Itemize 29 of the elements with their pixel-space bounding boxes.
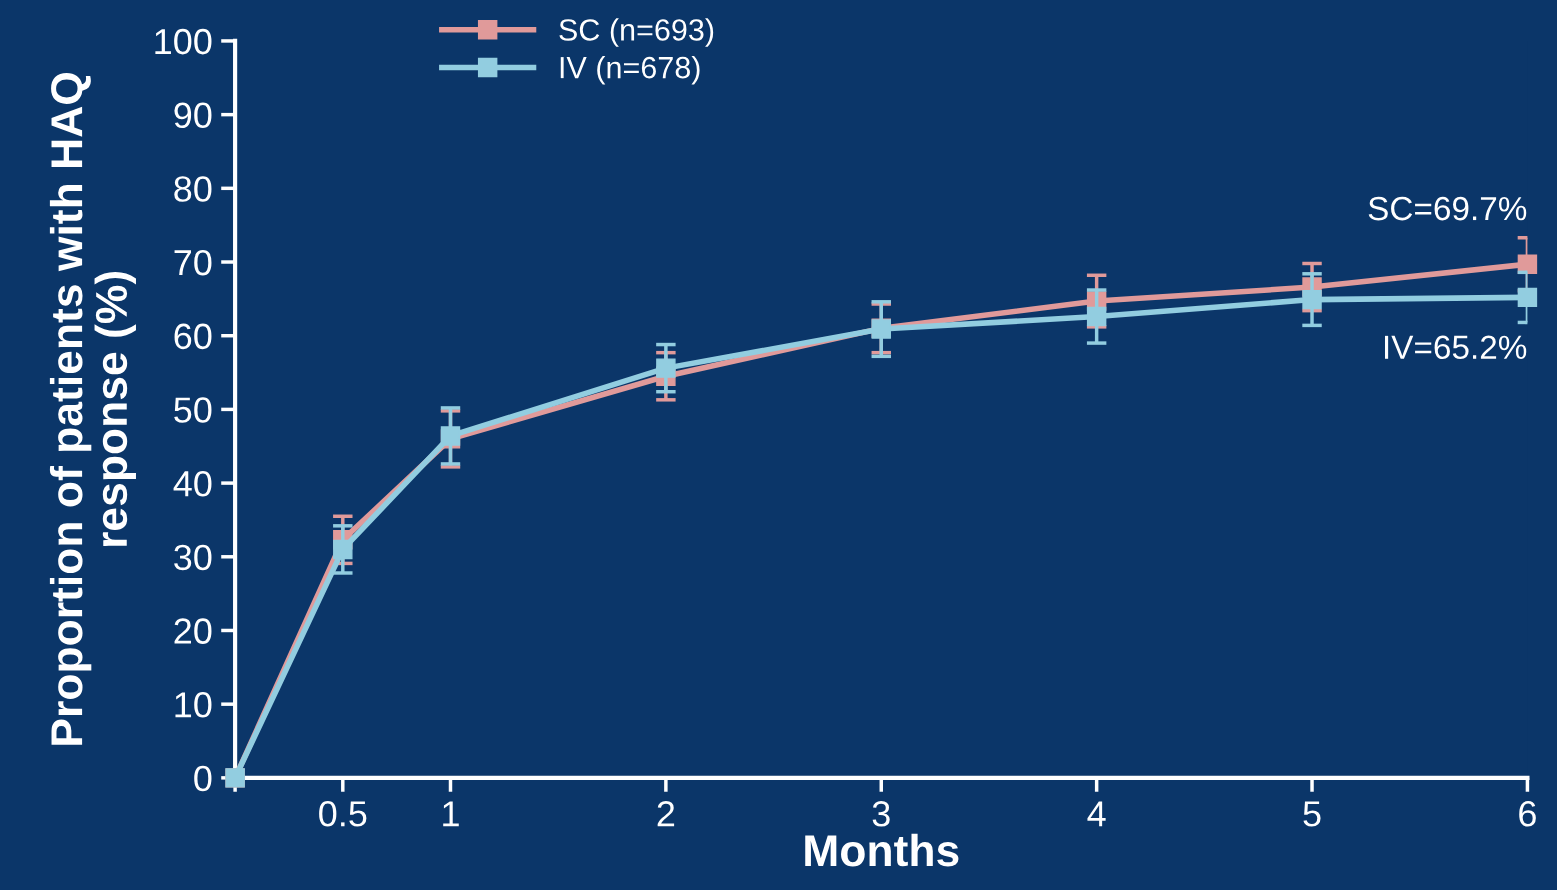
x-tick-label: 3 <box>872 801 890 827</box>
y-axis-title: Proportion of patients with HAQ response (%) <box>49 73 136 745</box>
x-axis-title: Months <box>805 833 959 867</box>
legend-label: SC (n=693) <box>559 18 714 47</box>
x-tick-label: 4 <box>1087 801 1106 827</box>
y-tick-label: 10 <box>175 692 212 718</box>
point <box>1517 287 1538 308</box>
y-tick-label: 70 <box>174 249 212 276</box>
y-tick-label: 0 <box>194 765 212 792</box>
point <box>1302 289 1322 310</box>
y-tick-label: 80 <box>174 176 212 202</box>
y-tick-label: 20 <box>174 618 212 644</box>
x-tick-label: 1 <box>443 801 459 827</box>
y-tick-label: 30 <box>174 544 212 571</box>
x-tick-label: 5 <box>1303 801 1321 827</box>
annotation: IV=65.2% <box>1385 335 1527 360</box>
x-tick-label: 0.5 <box>319 801 367 827</box>
y-tick-label: 40 <box>173 470 212 497</box>
y-tick-label: 90 <box>174 102 212 129</box>
point <box>333 539 353 560</box>
y-tick-label: 100 <box>155 28 212 55</box>
annotation: SC=69.7% <box>1368 196 1527 221</box>
y-tick-label: 60 <box>174 323 212 350</box>
legend-label: IV (n=678) <box>560 55 700 85</box>
x-tick-label: 6 <box>1519 801 1536 827</box>
y-tick-label: 50 <box>174 397 212 423</box>
x-tick-label: 2 <box>657 801 675 827</box>
point <box>656 358 676 378</box>
point <box>1086 306 1107 327</box>
